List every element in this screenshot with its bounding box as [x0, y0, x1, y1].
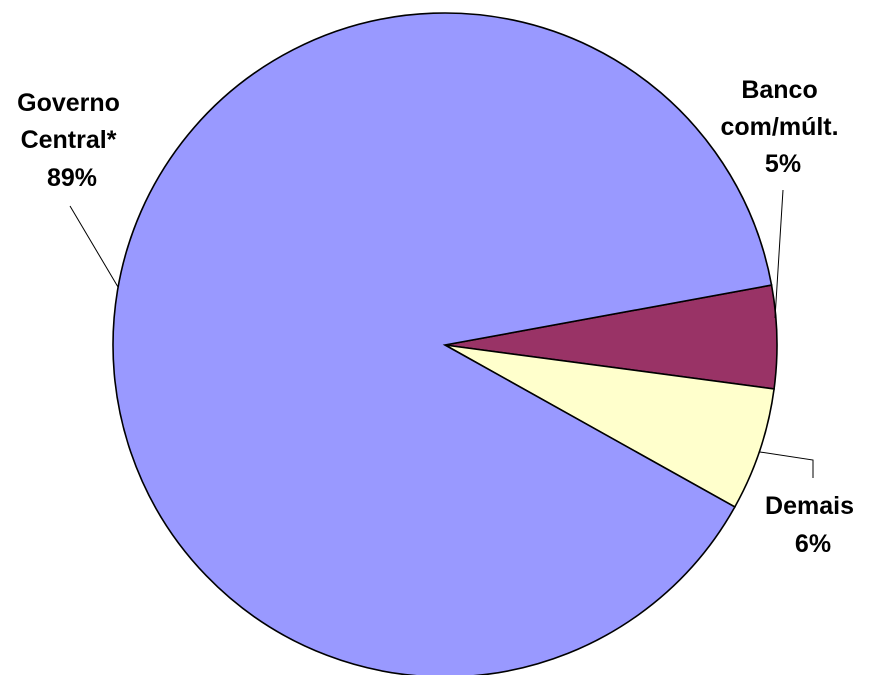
label-governo-line-1: Governo	[17, 89, 120, 117]
pie-slice-governo	[112, 12, 773, 675]
label-governo-line-2: Central*	[21, 126, 117, 154]
label-banco-pct: 5%	[765, 150, 801, 178]
label-banco-line-1: Banco	[741, 76, 817, 104]
label-demais-line-1: Demais	[765, 492, 854, 520]
label-demais: Demais 6%	[765, 492, 861, 558]
label-demais-pct: 6%	[795, 530, 831, 558]
pie-slice-demais	[444, 344, 775, 509]
label-governo: Governo Central* 89%	[17, 89, 127, 192]
leader-line-banco	[774, 189, 784, 319]
leader-line-governo	[69, 205, 119, 288]
label-governo-pct: 89%	[47, 164, 97, 192]
label-banco-line-2: com/múlt.	[720, 113, 838, 141]
pie-slices	[112, 12, 778, 675]
leader-line-demais	[759, 451, 814, 478]
label-banco: Banco com/múlt. 5%	[720, 76, 845, 178]
